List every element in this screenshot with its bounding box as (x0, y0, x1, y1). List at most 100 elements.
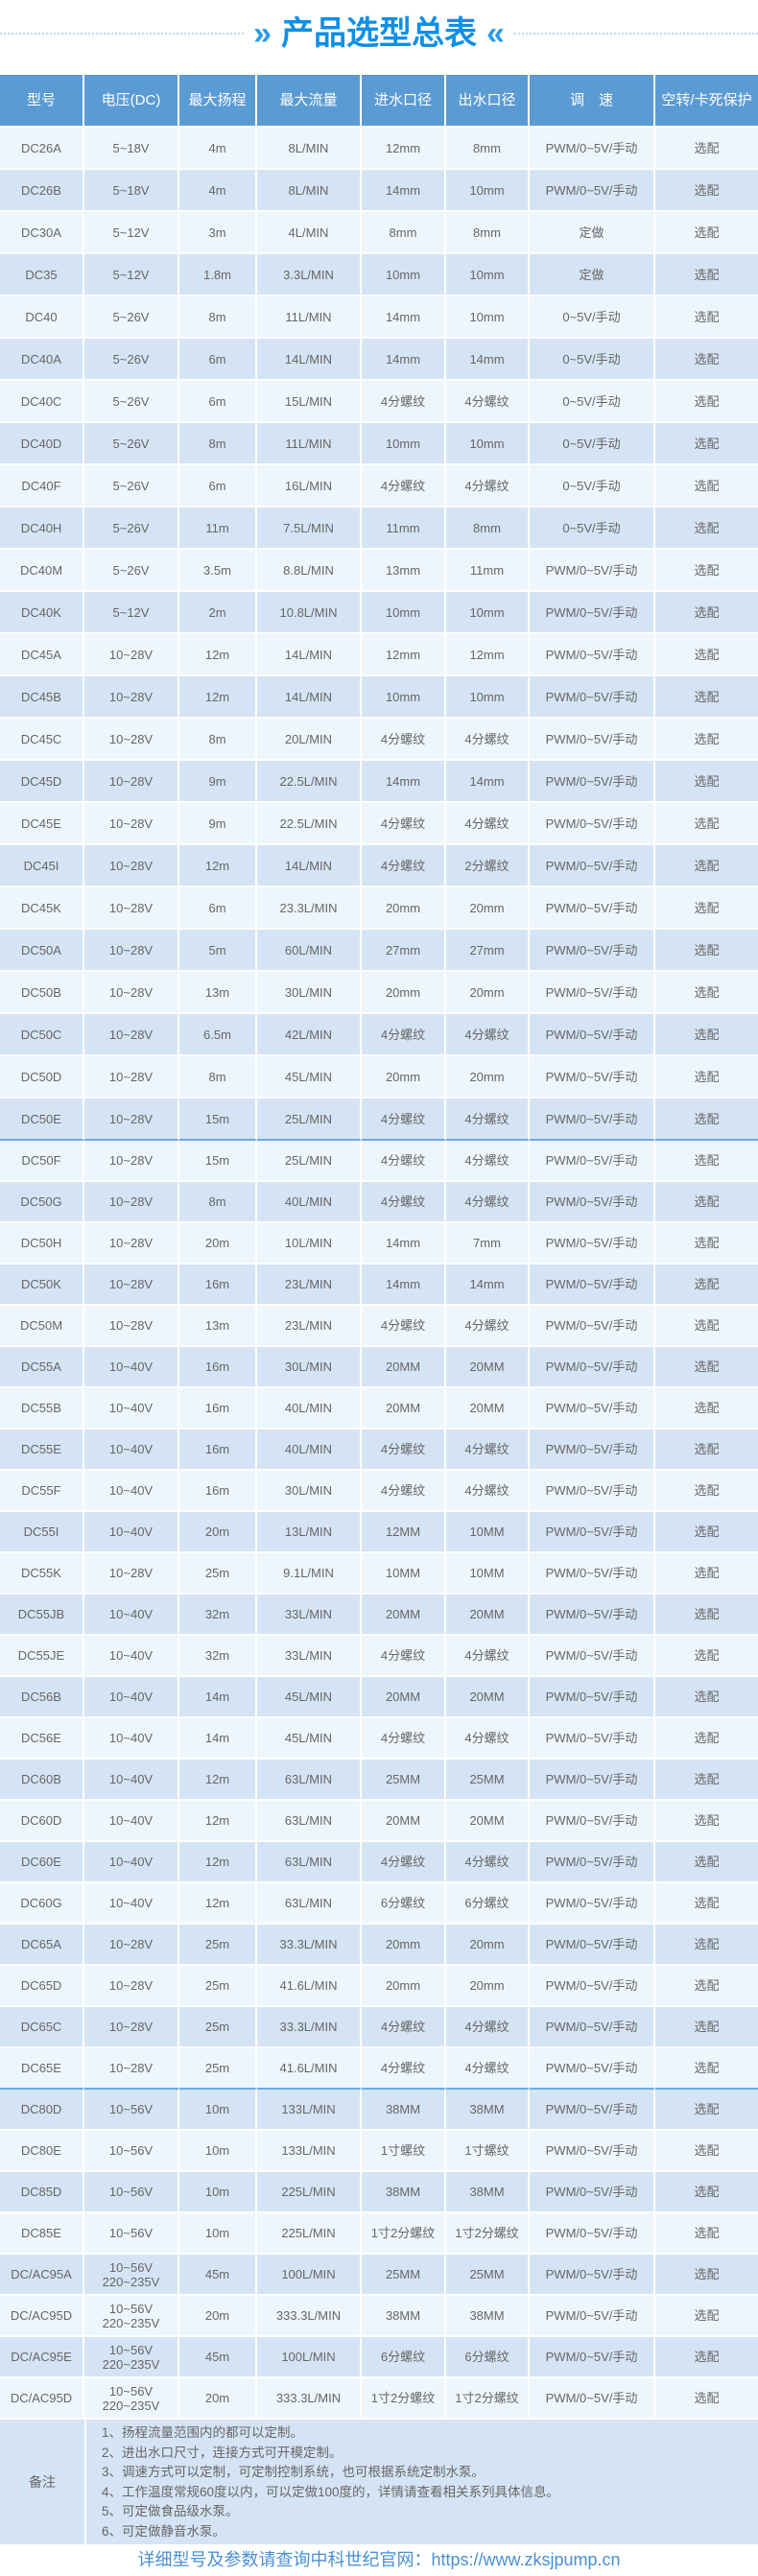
table-cell: 7.5L/MIN (257, 508, 362, 550)
table-cell: 选配 (655, 128, 758, 170)
table-cell: 25MM (446, 1760, 530, 1801)
table-cell: 选配 (655, 1883, 758, 1925)
table-cell: 38MM (446, 2296, 530, 2337)
table-cell: PWM/0~5V/手动 (530, 1264, 655, 1306)
table-row: DC65D 10~28V 25m 41.6L/MIN 20mm 20mm PWM/0~5V/… (0, 1966, 758, 2007)
table-cell: 11L/MIN (257, 423, 362, 465)
table-cell: DC55B (0, 1388, 84, 1430)
table-cell: 8m (179, 1056, 257, 1099)
table-cell: DC30A (0, 212, 84, 254)
page-title: 产品选型总表 (281, 15, 477, 52)
table-cell: PWM/0~5V/手动 (530, 1966, 655, 2007)
table-cell: 11mm (362, 508, 446, 550)
table-cell: PWM/0~5V/手动 (530, 719, 655, 761)
table-cell: 6m (179, 465, 257, 508)
table-cell: 40L/MIN (257, 1182, 362, 1223)
table-cell: 6分螺纹 (446, 2337, 530, 2378)
table-cell: 选配 (655, 296, 758, 339)
table-cell: PWM/0~5V/手动 (530, 803, 655, 845)
table-cell: 10mm (362, 254, 446, 296)
table-cell: 选配 (655, 1677, 758, 1718)
table-cell: 14m (179, 1677, 257, 1718)
table-cell: 13L/MIN (257, 1512, 362, 1553)
table-cell: 133L/MIN (257, 2090, 362, 2131)
table-cell: 32m (179, 1595, 257, 1636)
table-cell: 选配 (655, 2378, 758, 2420)
table-cell: 6m (179, 381, 257, 423)
table-cell: 10~28V (84, 1056, 179, 1099)
table-cell: 25MM (362, 1760, 446, 1801)
table-cell: 选配 (655, 2255, 758, 2296)
table-row: DC40 5~26V 8m 11L/MIN 14mm 10mm 0~5V/手动 选配 (0, 296, 758, 339)
table-cell: 3m (179, 212, 257, 254)
table-cell: 20mm (362, 1925, 446, 1966)
table-cell: PWM/0~5V/手动 (530, 1636, 655, 1677)
table-cell: 10mm (446, 296, 530, 339)
table-cell: 3.3L/MIN (257, 254, 362, 296)
table-cell: 12mm (362, 128, 446, 170)
table-row: DC65E 10~28V 25m 41.6L/MIN 4分螺纹 4分螺纹 PWM/0~5V/… (0, 2048, 758, 2090)
table-cell: 6分螺纹 (362, 2337, 446, 2378)
footer-website[interactable]: 详细型号及参数请查询中科世纪官网：https://www.zksjpump.cn (137, 2550, 621, 2569)
table-cell: 2分螺纹 (446, 845, 530, 887)
table-cell: 38MM (446, 2090, 530, 2131)
table-cell: PWM/0~5V/手动 (530, 1099, 655, 1141)
table-cell: 25m (179, 1925, 257, 1966)
table-cell: 4分螺纹 (362, 845, 446, 887)
table-cell: 选配 (655, 339, 758, 381)
table-cell: DC40A (0, 339, 84, 381)
table-cell: 4分螺纹 (446, 1182, 530, 1223)
table-row: DC/AC95E 10~56V 220~235V 45m 100L/MIN 6分螺纹 6分… (0, 2337, 758, 2378)
table-cell: 选配 (655, 465, 758, 508)
table-cell: DC55I (0, 1512, 84, 1553)
table-cell: DC50G (0, 1182, 84, 1223)
table-cell: 4分螺纹 (446, 1718, 530, 1760)
table-row: DC60E 10~40V 12m 63L/MIN 4分螺纹 4分螺纹 PWM/0~5V/手动… (0, 1842, 758, 1883)
table-cell: 选配 (655, 1014, 758, 1056)
table-cell: 30L/MIN (257, 972, 362, 1014)
table-cell: PWM/0~5V/手动 (530, 1347, 655, 1388)
table-cell: 10~28V (84, 1099, 179, 1141)
table-row: DC50F 10~28V 15m 25L/MIN 4分螺纹 4分螺纹 PWM/0~5V/手动… (0, 1141, 758, 1182)
table-cell: PWM/0~5V/手动 (530, 1553, 655, 1595)
table-cell: DC60D (0, 1801, 84, 1842)
note-item: 1、扬程流量范围内的都可以定制。 (102, 2425, 304, 2440)
table-cell: 60L/MIN (257, 930, 362, 972)
table-cell: 8mm (446, 508, 530, 550)
table-cell: 12m (179, 676, 257, 719)
table-cell: DC55F (0, 1471, 84, 1512)
note-item: 5、可定做食品级水泵。 (102, 2504, 239, 2518)
table-cell: 63L/MIN (257, 1842, 362, 1883)
table-cell: 10.8L/MIN (257, 592, 362, 634)
table-cell: 23L/MIN (257, 1264, 362, 1306)
table-cell: 14L/MIN (257, 676, 362, 719)
table-cell: 25m (179, 1553, 257, 1595)
table-cell: PWM/0~5V/手动 (530, 1842, 655, 1883)
table-cell: PWM/0~5V/手动 (530, 1056, 655, 1099)
table-row: DC/AC95D 10~56V 220~235V 20m 333.3L/MIN 1寸2分… (0, 2378, 758, 2420)
table-cell: 11L/MIN (257, 296, 362, 339)
table-cell: 4分螺纹 (362, 1636, 446, 1677)
table-cell: 选配 (655, 2296, 758, 2337)
table-row: DC85E 10~56V 10m 225L/MIN 1寸2分螺纹 1寸2分螺纹 PWM/0~… (0, 2213, 758, 2255)
table-cell: PWM/0~5V/手动 (530, 1430, 655, 1471)
table-cell: 选配 (655, 1347, 758, 1388)
table-cell: 100L/MIN (257, 2337, 362, 2378)
table-cell: 38MM (362, 2296, 446, 2337)
table-cell: 10~40V (84, 1388, 179, 1430)
table-cell: 选配 (655, 761, 758, 803)
table-cell: 9m (179, 803, 257, 845)
table-cell: 20MM (362, 1595, 446, 1636)
table-cell: 选配 (655, 1966, 758, 2007)
table-cell: DC65A (0, 1925, 84, 1966)
table-cell: PWM/0~5V/手动 (530, 2007, 655, 2048)
table-row: DC45I 10~28V 12m 14L/MIN 4分螺纹 2分螺纹 PWM/0~5V/手动… (0, 845, 758, 887)
table-cell: 4分螺纹 (362, 1306, 446, 1347)
table-cell: 选配 (655, 170, 758, 212)
table-cell: 20mm (446, 1966, 530, 2007)
table-cell: PWM/0~5V/手动 (530, 1883, 655, 1925)
table-cell: PWM/0~5V/手动 (530, 2172, 655, 2213)
table-cell: DC56B (0, 1677, 84, 1718)
table-cell: 10~28V (84, 887, 179, 930)
table-row: DC35 5~12V 1.8m 3.3L/MIN 10mm 10mm 定做 选配 (0, 254, 758, 296)
